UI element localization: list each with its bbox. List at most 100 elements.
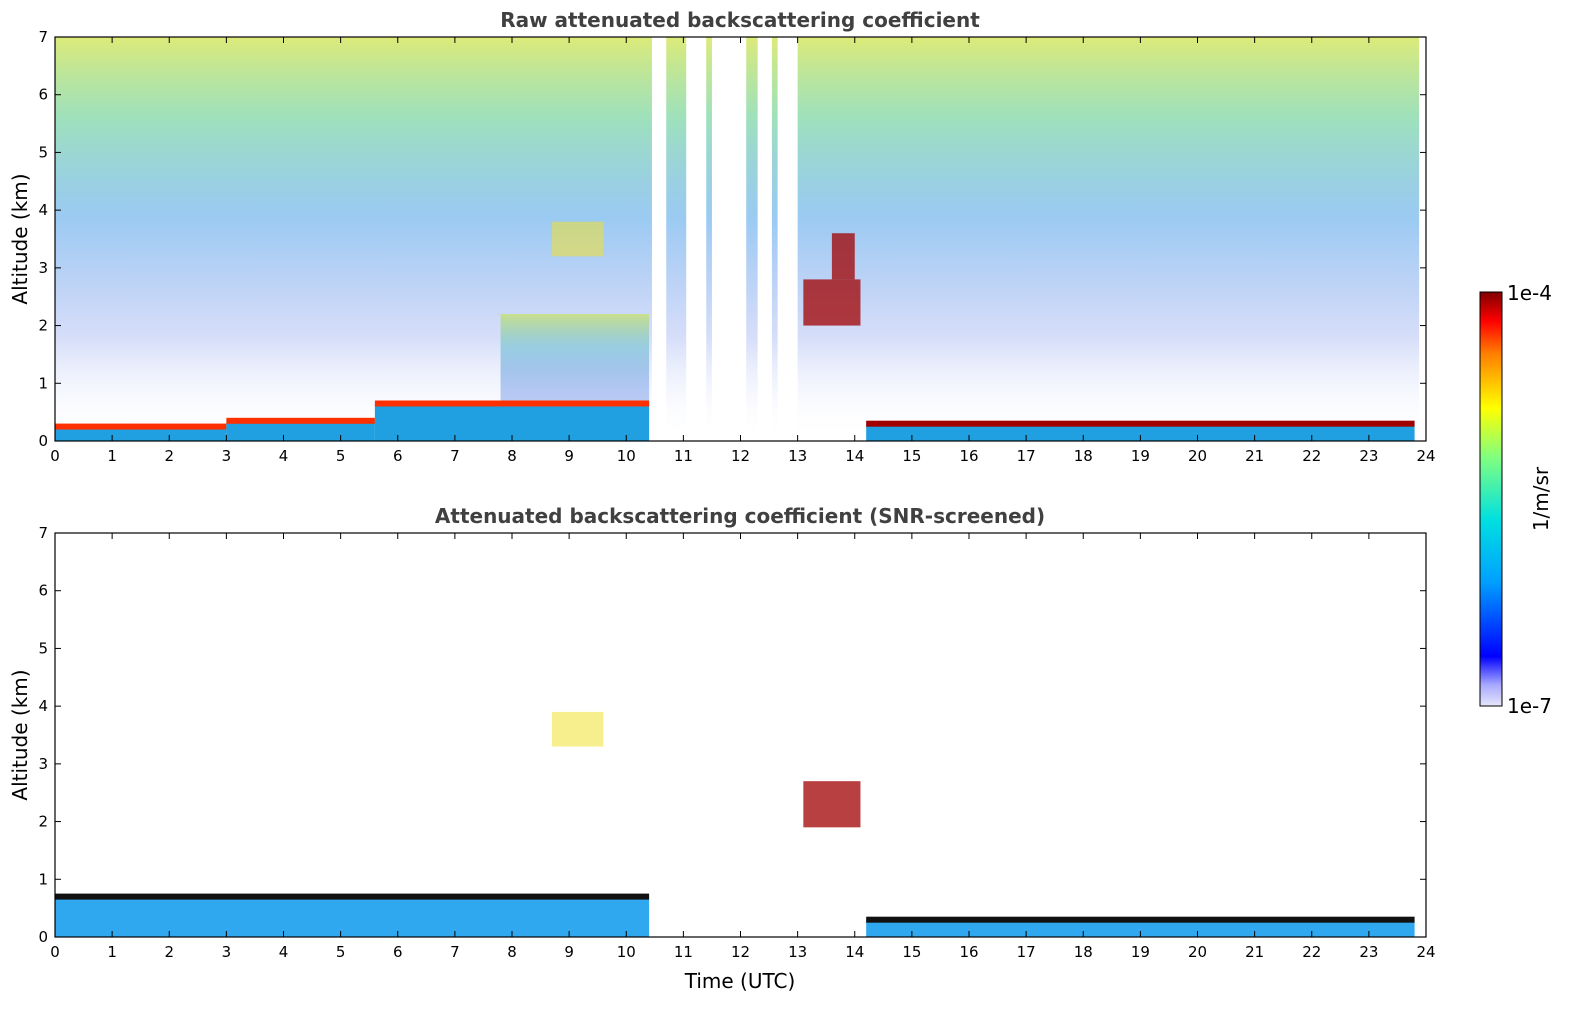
aerosol-layer	[551, 221, 604, 257]
x-tick-label: 24	[1416, 447, 1435, 465]
panel-title: Raw attenuated backscattering coefficien…	[500, 8, 980, 32]
x-tick-label: 15	[902, 943, 921, 961]
x-tick-label: 19	[1131, 943, 1150, 961]
x-tick-label: 16	[959, 447, 978, 465]
y-axis-label: Altitude (km)	[8, 173, 32, 304]
y-axis: 0 1 2 3 4 5 6 7	[38, 28, 1426, 450]
boundary-layer	[55, 426, 227, 441]
panel-raw: Raw attenuated backscattering coefficien…	[8, 8, 1436, 465]
x-tick-label: 11	[674, 447, 693, 465]
boundary-layer-top	[374, 400, 650, 407]
y-tick-label: 7	[38, 28, 48, 46]
x-axis-label: Time (UTC)	[684, 969, 796, 993]
heatmap-area	[55, 711, 1415, 937]
y-tick-label: 7	[38, 524, 48, 542]
x-tick-label: 1	[107, 447, 117, 465]
y-axis: 0 1 2 3 4 5 6 7	[38, 524, 1426, 946]
boundary-layer-top	[866, 420, 1415, 427]
x-tick-label: 7	[450, 447, 460, 465]
x-tick-label: 2	[164, 943, 174, 961]
x-tick-label: 0	[50, 943, 60, 961]
x-tick-label: 2	[164, 447, 174, 465]
x-tick-label: 3	[222, 447, 232, 465]
x-tick-label: 19	[1131, 447, 1150, 465]
x-tick-label: 9	[564, 447, 574, 465]
colorbar-max-label: 1e-4	[1507, 281, 1552, 305]
x-tick-label: 7	[450, 943, 460, 961]
cloud-layer	[803, 279, 861, 326]
x-tick-label: 16	[959, 943, 978, 961]
x-axis: 0 1 2 3 4 5 6 7 8 9 10 11 12 13 14 15 16 17 18 19 20 21 22 23 24	[50, 37, 1436, 465]
x-tick-label: 23	[1359, 943, 1378, 961]
y-tick-label: 2	[38, 813, 48, 831]
colorbar: 1e-4 1e-7 1/m/sr	[1479, 281, 1553, 718]
panel-title: Attenuated backscattering coefficient (S…	[435, 504, 1045, 528]
y-axis-label: Altitude (km)	[8, 669, 32, 800]
x-tick-label: 24	[1416, 943, 1435, 961]
x-tick-label: 5	[336, 447, 346, 465]
x-tick-label: 5	[336, 943, 346, 961]
y-tick-label: 3	[38, 755, 48, 773]
x-tick-label: 18	[1074, 943, 1093, 961]
boundary-layer-top	[866, 916, 1415, 923]
colorbar-min-label: 1e-7	[1507, 694, 1552, 718]
x-tick-label: 22	[1302, 943, 1321, 961]
boundary-layer	[226, 420, 375, 441]
x-tick-label: 17	[1017, 943, 1036, 961]
colorbar-gradient	[1479, 291, 1503, 707]
boundary-layer	[374, 403, 650, 441]
boundary-layer	[866, 423, 1415, 441]
x-tick-label: 15	[902, 447, 921, 465]
x-tick-label: 18	[1074, 447, 1093, 465]
x-tick-label: 23	[1359, 447, 1378, 465]
colorbar-unit-label: 1/m/sr	[1529, 466, 1553, 531]
x-tick-label: 20	[1188, 447, 1207, 465]
boundary-layer-top	[55, 423, 227, 430]
data-gap	[711, 37, 747, 441]
x-tick-label: 14	[845, 447, 864, 465]
cloud-layer	[803, 781, 861, 828]
x-axis: 0 1 2 3 4 5 6 7 8 9 10 11 12 13 14 15 16 17 18 19 20 21 22 23 24	[50, 533, 1436, 961]
y-tick-label: 0	[38, 432, 48, 450]
data-gap	[686, 37, 707, 441]
x-tick-label: 12	[731, 943, 750, 961]
x-tick-label: 8	[507, 447, 517, 465]
y-tick-label: 5	[38, 639, 48, 657]
x-tick-label: 10	[617, 943, 636, 961]
x-tick-label: 12	[731, 447, 750, 465]
x-tick-label: 14	[845, 943, 864, 961]
boundary-layer	[866, 919, 1415, 937]
x-tick-label: 9	[564, 943, 574, 961]
x-tick-label: 4	[279, 943, 289, 961]
y-tick-label: 5	[38, 143, 48, 161]
x-tick-label: 13	[788, 943, 807, 961]
y-tick-label: 6	[38, 582, 48, 600]
boundary-layer-top	[55, 893, 650, 900]
y-tick-label: 0	[38, 928, 48, 946]
x-tick-label: 8	[507, 943, 517, 961]
y-tick-label: 1	[38, 374, 48, 392]
x-tick-label: 11	[674, 943, 693, 961]
data-gap	[757, 37, 772, 441]
heatmap-area	[55, 37, 1420, 441]
x-tick-label: 0	[50, 447, 60, 465]
x-tick-label: 21	[1245, 447, 1264, 465]
x-tick-label: 4	[279, 447, 289, 465]
x-tick-label: 6	[393, 447, 403, 465]
panel-snr-screened: Attenuated backscattering coefficient (S…	[8, 504, 1436, 993]
y-tick-label: 6	[38, 86, 48, 104]
y-tick-label: 2	[38, 317, 48, 335]
x-tick-label: 13	[788, 447, 807, 465]
boundary-layer	[55, 896, 650, 937]
y-tick-label: 1	[38, 870, 48, 888]
data-gap	[651, 37, 667, 441]
y-tick-label: 4	[38, 201, 48, 219]
y-tick-label: 4	[38, 697, 48, 715]
x-tick-label: 21	[1245, 943, 1264, 961]
x-tick-label: 10	[617, 447, 636, 465]
data-gap	[777, 37, 798, 441]
x-tick-label: 20	[1188, 943, 1207, 961]
x-tick-label: 6	[393, 943, 403, 961]
aerosol-layer	[551, 711, 604, 747]
